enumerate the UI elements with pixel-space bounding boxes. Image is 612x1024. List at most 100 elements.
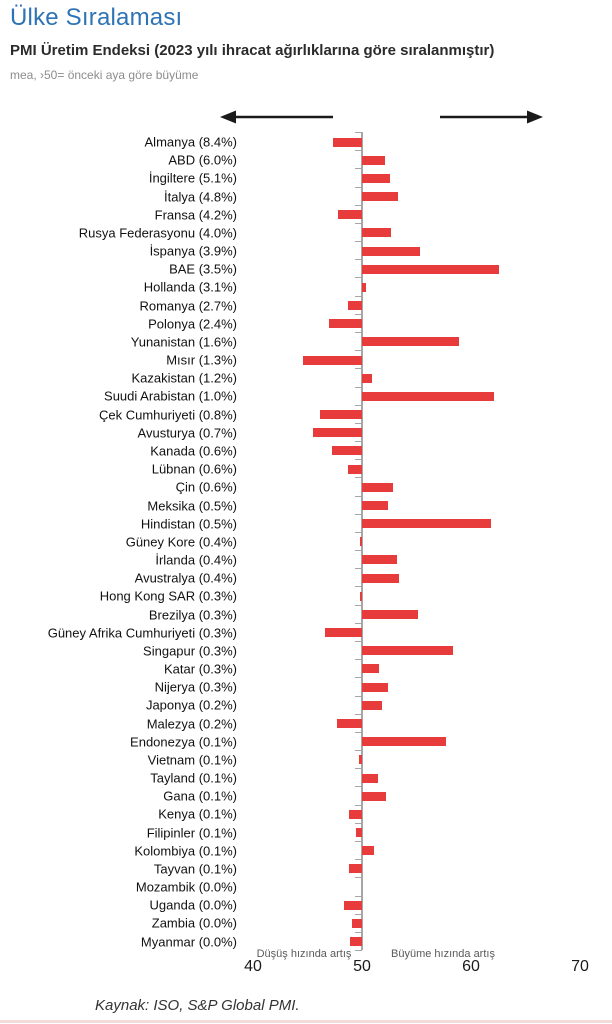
country-label: Fransa (4.2%) bbox=[154, 207, 237, 223]
chart-row: Filipinler (0.1%) bbox=[0, 824, 612, 842]
axis-tick bbox=[354, 259, 362, 261]
x-tick-label: 50 bbox=[353, 958, 371, 975]
axis-tick bbox=[354, 422, 362, 424]
source-note: Kaynak: ISO, S&P Global PMI. bbox=[95, 997, 300, 1014]
pmi-bar bbox=[362, 282, 367, 292]
axis-tick bbox=[354, 295, 362, 297]
axis-tick bbox=[354, 350, 362, 352]
country-label: Kenya (0.1%) bbox=[158, 806, 237, 822]
axis-tick bbox=[354, 822, 362, 824]
pmi-bar bbox=[312, 428, 362, 438]
country-label: Nijerya (0.3%) bbox=[154, 679, 237, 695]
chart-row: Çek Cumhuriyeti (0.8%) bbox=[0, 406, 612, 424]
country-label: Japonya (0.2%) bbox=[145, 697, 237, 713]
country-label: İspanya (3.9%) bbox=[149, 243, 237, 259]
axis-tick bbox=[354, 313, 362, 315]
axis-tick bbox=[354, 277, 362, 279]
axis-tick bbox=[354, 531, 362, 533]
chart-row: Hong Kong SAR (0.3%) bbox=[0, 587, 612, 605]
pmi-bar bbox=[350, 937, 362, 947]
chart-row: Brezilya (0.3%) bbox=[0, 605, 612, 623]
axis-tick bbox=[354, 659, 362, 661]
axis-tick bbox=[354, 931, 362, 933]
chart-row: Güney Afrika Cumhuriyeti (0.3%) bbox=[0, 624, 612, 642]
axis-tick bbox=[354, 204, 362, 206]
chart-row: İrlanda (0.4%) bbox=[0, 551, 612, 569]
pmi-bar bbox=[348, 809, 362, 819]
chart-row: Tayland (0.1%) bbox=[0, 769, 612, 787]
pmi-bar bbox=[336, 719, 362, 728]
pmi-bar bbox=[362, 173, 391, 183]
country-label: Uganda (0.0%) bbox=[149, 897, 237, 913]
country-label: Mısır (1.3%) bbox=[166, 352, 237, 368]
chart-row: Mısır (1.3%) bbox=[0, 351, 612, 369]
pmi-bar bbox=[359, 591, 362, 601]
country-label: ABD (6.0%) bbox=[168, 152, 237, 168]
axis-tick bbox=[354, 950, 362, 951]
pmi-bar bbox=[362, 646, 453, 656]
chart-row: Vietnam (0.1%) bbox=[0, 751, 612, 769]
axis-tick bbox=[354, 895, 362, 897]
chart-row: Mozambik (0.0%) bbox=[0, 878, 612, 896]
country-label: Rusya Federasyonu (4.0%) bbox=[78, 225, 237, 241]
chart-row: İtalya (4.8%) bbox=[0, 188, 612, 206]
chart-row: Endonezya (0.1%) bbox=[0, 733, 612, 751]
axis-tick bbox=[354, 404, 362, 406]
chart-row: Gana (0.1%) bbox=[0, 787, 612, 805]
pmi-bar bbox=[362, 228, 392, 238]
axis-tick bbox=[354, 132, 362, 133]
chart-row: Hindistan (0.5%) bbox=[0, 515, 612, 533]
axis-tick bbox=[354, 786, 362, 788]
axis-tick bbox=[354, 386, 362, 388]
country-label: Yunanistan (1.6%) bbox=[130, 334, 237, 350]
country-label: Hollanda (3.1%) bbox=[143, 279, 237, 295]
pmi-bar bbox=[329, 319, 362, 329]
country-label: Güney Afrika Cumhuriyeti (0.3%) bbox=[47, 625, 237, 641]
chart-row: Malezya (0.2%) bbox=[0, 715, 612, 733]
country-label: Güney Kore (0.4%) bbox=[125, 534, 237, 550]
pmi-bar bbox=[343, 900, 362, 910]
axis-tick bbox=[354, 768, 362, 770]
chart-row: Meksika (0.5%) bbox=[0, 496, 612, 514]
pmi-bar bbox=[362, 155, 385, 165]
country-label: Endonezya (0.1%) bbox=[130, 734, 237, 750]
country-label: Kazakistan (1.2%) bbox=[131, 370, 238, 386]
pmi-bar bbox=[362, 573, 400, 583]
chart-row: Kazakistan (1.2%) bbox=[0, 369, 612, 387]
pmi-bar bbox=[355, 828, 362, 838]
axis-tick bbox=[354, 513, 362, 515]
country-label: Katar (0.3%) bbox=[164, 661, 237, 677]
country-label: Filipinler (0.1%) bbox=[146, 825, 237, 841]
country-label: Malezya (0.2%) bbox=[146, 716, 237, 732]
chart-row: Myanmar (0.0%) bbox=[0, 933, 612, 951]
chart-row: Yunanistan (1.6%) bbox=[0, 333, 612, 351]
axis-tick bbox=[354, 622, 362, 624]
axis-tick bbox=[354, 150, 362, 152]
pmi-bar bbox=[347, 301, 362, 311]
country-label: Çek Cumhuriyeti (0.8%) bbox=[99, 407, 237, 423]
chart-row: Katar (0.3%) bbox=[0, 660, 612, 678]
chart-row: Rusya Federasyonu (4.0%) bbox=[0, 224, 612, 242]
x-tick-label: 40 bbox=[244, 958, 262, 975]
country-label: İngiltere (5.1%) bbox=[148, 170, 237, 186]
chart-row: Kenya (0.1%) bbox=[0, 805, 612, 823]
axis-tick bbox=[354, 641, 362, 642]
pmi-bar bbox=[362, 773, 379, 783]
pmi-bar bbox=[362, 700, 382, 710]
axis-tick bbox=[354, 877, 362, 879]
country-label: Vietnam (0.1%) bbox=[147, 752, 237, 768]
axis-tick bbox=[354, 604, 362, 606]
left-axis-annotation: Düşüş hızında artış bbox=[256, 948, 352, 960]
chart-row: İspanya (3.9%) bbox=[0, 242, 612, 260]
chart-row: Suudi Arabistan (1.0%) bbox=[0, 387, 612, 405]
pmi-bar bbox=[362, 664, 380, 674]
chart-row: BAE (3.5%) bbox=[0, 260, 612, 278]
chart-row: Singapur (0.3%) bbox=[0, 642, 612, 660]
chart-row: Avusturya (0.7%) bbox=[0, 424, 612, 442]
axis-tick bbox=[354, 731, 362, 733]
chart-row: Çin (0.6%) bbox=[0, 478, 612, 496]
axis-tick bbox=[354, 695, 362, 697]
country-label: Kolombiya (0.1%) bbox=[134, 843, 237, 859]
country-label: Lübnan (0.6%) bbox=[151, 461, 237, 477]
